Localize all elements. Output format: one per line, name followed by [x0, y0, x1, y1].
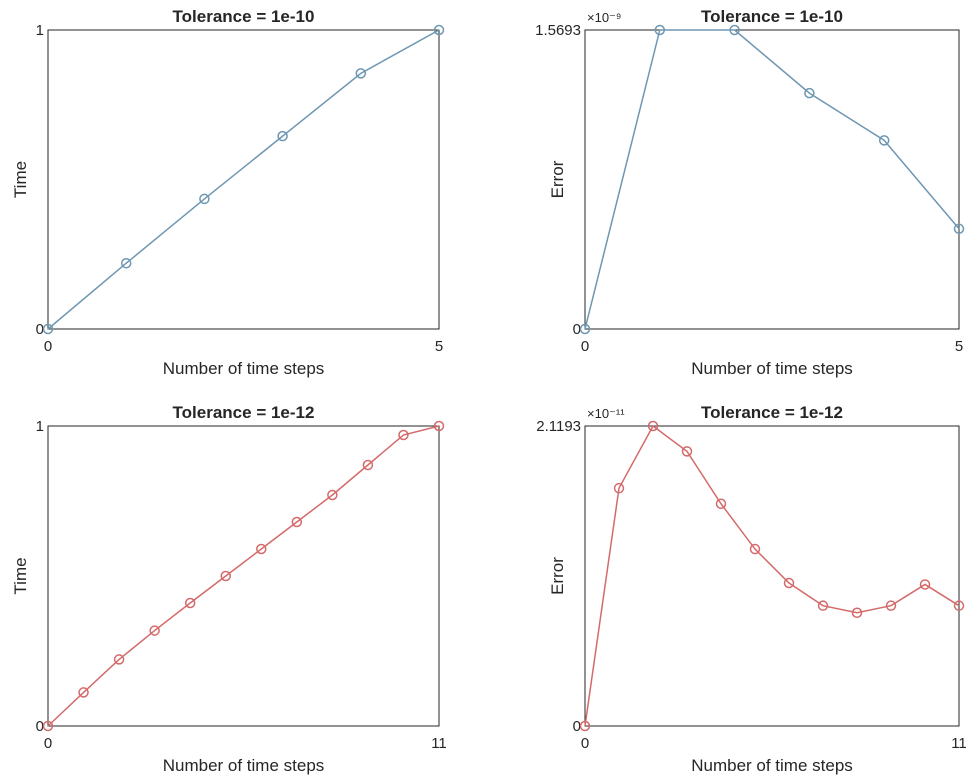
x-tick-label: 0 [581, 735, 589, 752]
axes-frame [584, 425, 960, 727]
data-point-marker [277, 130, 288, 142]
data-point-marker [579, 720, 591, 732]
data-point-marker [362, 459, 374, 471]
y-tick-label: 0 [36, 321, 44, 338]
data-point-marker [149, 625, 160, 636]
x-tick-label: 11 [951, 735, 967, 752]
data-point-marker [220, 570, 231, 582]
x-tick-label: 11 [431, 735, 447, 752]
y-tick-label: 1 [36, 22, 44, 39]
time-panel-tol-1e-12: Tolerance = 1e-12 Number of time steps Tim… [11, 403, 447, 775]
y-tick-label: 2.1193 [536, 418, 581, 435]
data-point-marker [355, 68, 367, 79]
axes-frame [47, 425, 440, 727]
x-axis-label: Number of time steps [163, 756, 325, 775]
data-point-marker [327, 489, 338, 501]
chart-title: Tolerance = 1e-10 [701, 7, 843, 26]
data-point-marker [184, 597, 196, 609]
axes-frame [47, 29, 440, 330]
axes-frame [584, 29, 960, 330]
data-point-marker [681, 446, 693, 457]
series-line [47, 425, 440, 727]
x-tick-label: 0 [44, 735, 52, 752]
data-point-marker [749, 543, 761, 555]
y-axis-label: Time [11, 557, 30, 594]
y-tick-label: 1 [36, 418, 44, 435]
time-panel-tol-1e-10: Tolerance = 1e-10 Number of time steps Tim… [11, 7, 445, 378]
x-axis-label: Number of time steps [163, 359, 325, 378]
x-tick-label: 5 [435, 338, 443, 355]
x-tick-label: 0 [44, 338, 52, 355]
series-line [584, 424, 960, 727]
data-point-marker [291, 516, 303, 528]
data-point-marker [851, 607, 863, 619]
y-exponent-label: ×10⁻⁹ [587, 10, 621, 25]
y-axis-label: Error [548, 557, 567, 595]
data-point-marker [953, 600, 965, 611]
data-point-marker [199, 193, 210, 205]
y-tick-label: 1.5693 [535, 22, 581, 39]
x-axis-label: Number of time steps [691, 756, 853, 775]
data-point-marker [885, 600, 897, 611]
series-line [47, 29, 440, 330]
error-panel-tol-1e-12: Tolerance = 1e-12 Number of time steps Err… [536, 403, 967, 775]
x-axis-label: Number of time steps [691, 359, 853, 378]
data-point-marker [647, 420, 659, 432]
data-point-marker [579, 323, 591, 335]
data-point-marker [953, 223, 965, 235]
y-tick-label: 0 [573, 718, 581, 735]
chart-title: Tolerance = 1e-12 [173, 403, 315, 422]
data-point-marker [919, 579, 931, 590]
error-panel-tol-1e-10: Tolerance = 1e-10 Number of time steps Err… [535, 7, 965, 378]
data-point-marker [78, 687, 89, 698]
data-point-marker [113, 654, 125, 665]
data-point-marker [804, 87, 815, 99]
series-line [584, 29, 960, 330]
x-tick-label: 5 [955, 338, 963, 355]
chart-title: Tolerance = 1e-12 [701, 403, 843, 422]
data-point-marker [398, 429, 409, 441]
data-point-marker [654, 24, 666, 36]
data-point-marker [433, 420, 445, 432]
data-point-marker [433, 24, 445, 36]
data-point-marker [729, 24, 740, 36]
data-point-marker [878, 135, 890, 146]
x-tick-label: 0 [581, 338, 589, 355]
data-point-marker [783, 577, 795, 589]
y-tick-label: 0 [36, 718, 44, 735]
chart-title: Tolerance = 1e-10 [173, 7, 315, 26]
data-point-marker [817, 600, 829, 611]
y-axis-label: Time [11, 161, 30, 198]
data-point-marker [42, 323, 54, 335]
data-point-marker [42, 720, 54, 732]
y-tick-label: 0 [573, 321, 581, 338]
y-axis-label: Error [548, 160, 567, 198]
y-exponent-label: ×10⁻¹¹ [587, 406, 625, 421]
data-point-marker [715, 498, 727, 510]
data-point-marker [120, 257, 132, 269]
data-point-marker [613, 482, 625, 494]
data-point-marker [256, 543, 267, 555]
